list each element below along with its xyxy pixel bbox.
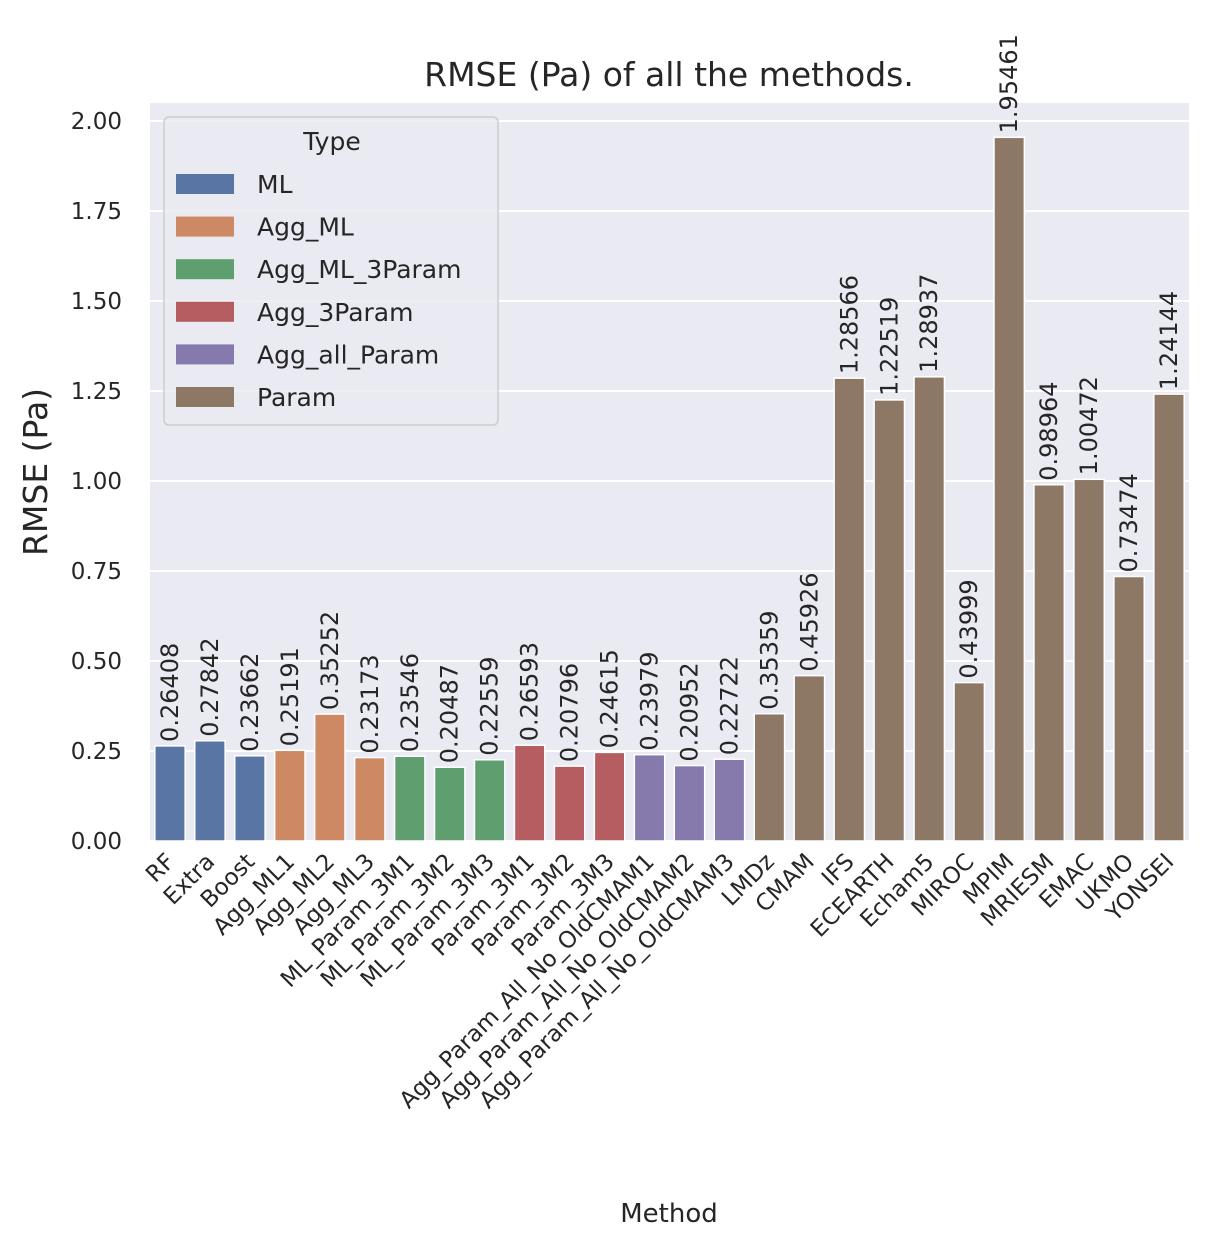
bar [1033,483,1066,842]
y-tick-label: 0.50 [71,649,122,675]
data-label: 0.73474 [1115,473,1143,572]
data-label: 1.95461 [995,34,1023,133]
bar [353,756,386,842]
x-tick-labels: RFExtraBoostAgg_ML1Agg_ML2Agg_ML3ML_Para… [141,849,1179,1114]
data-label: 0.45926 [795,572,823,671]
data-label: 0.22722 [715,656,743,755]
data-label: 1.00472 [1075,376,1103,475]
bar [1153,393,1185,842]
bar [194,740,226,842]
y-tick-label: 1.00 [71,469,122,495]
legend-entry-label: Agg_ML_3Param [257,255,461,284]
legend-entry-label: Param [257,383,336,412]
data-label: 0.20796 [556,663,584,762]
bar [913,376,946,842]
data-label: 0.27842 [196,638,224,737]
bar [953,681,986,842]
bar [833,377,866,842]
data-label: 1.28566 [835,275,863,374]
y-tick-labels: 0.00 0.25 0.50 0.75 1.00 1.25 1.50 1.75 2.00 [71,109,122,855]
legend-swatch [176,216,234,237]
legend-swatch [176,174,234,194]
data-label: 0.22559 [476,657,504,756]
bar [553,765,586,842]
legend-entry-label: Agg_ML [257,213,354,242]
legend-entry-label: ML [257,170,293,199]
legend-title: Type [302,127,360,156]
bar [273,749,306,842]
bar [313,713,346,842]
bar [873,399,906,842]
data-label: 0.26408 [156,643,184,742]
y-tick-label: 0.25 [71,739,122,765]
legend: Type ML Agg_ML Agg_ML_3Param Agg_3Param Agg_… [163,116,499,426]
bar [713,758,746,842]
bar [1113,575,1145,842]
y-tick-label: 2.00 [71,109,122,135]
bar [593,751,626,842]
legend-swatch [176,344,234,365]
bar [993,136,1026,842]
bar [793,674,826,842]
legend-swatch [176,301,234,322]
data-label: 0.24615 [596,649,624,748]
legend-entry-label: Agg_all_Param [257,340,439,369]
bar [633,753,666,842]
data-label: 0.25191 [276,647,304,746]
bar [1073,478,1106,842]
data-label: 0.23546 [396,653,424,752]
bars-group [154,136,1185,842]
x-axis-label: Method [620,1199,718,1229]
data-label: 0.26593 [516,642,544,741]
legend-entry-label: Agg_3Param [257,298,413,327]
bar [233,755,266,842]
data-label: 0.98964 [1035,381,1063,480]
data-label: 0.20952 [675,662,703,761]
y-axis-label: RMSE (Pa) [16,388,55,556]
y-tick-label: 1.75 [71,199,122,225]
y-tick-label: 1.25 [71,379,122,405]
legend-frame [163,116,499,426]
y-tick-label: 0.75 [71,559,122,585]
bar [473,759,506,842]
legend-items: ML Agg_ML Agg_ML_3Param Agg_3Param Agg_all_P… [176,170,461,412]
data-labels-group: 0.26408 0.27842 0.23662 0.25191 0.35252 0.231… [156,34,1183,763]
bar [393,755,426,842]
data-label: 0.23979 [636,651,664,750]
data-label: 0.20487 [436,664,464,763]
bar [433,766,466,842]
y-tick-label: 1.50 [71,289,122,315]
data-label: 0.43999 [955,579,983,678]
chart-title: RMSE (Pa) of all the methods. [424,55,914,94]
data-label: 0.35252 [316,611,344,710]
legend-swatch [176,387,234,407]
data-label: 0.23662 [236,653,264,752]
data-label: 0.23173 [356,654,384,753]
bar [753,712,786,842]
y-tick-label: 0.00 [71,829,122,855]
legend-swatch [176,259,234,280]
data-label: 1.22519 [875,297,903,396]
data-label: 1.24144 [1155,291,1183,390]
bar [513,744,546,842]
data-label: 1.28937 [915,274,943,373]
bar [154,745,186,842]
data-label: 0.35359 [755,610,783,709]
bar [673,764,706,842]
